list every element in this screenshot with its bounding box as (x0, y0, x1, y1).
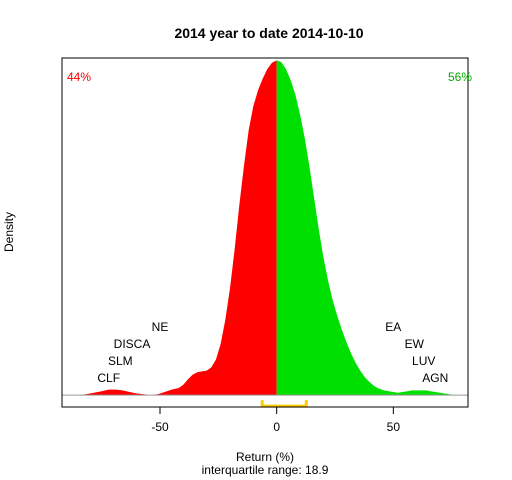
positive-density-area (276, 60, 454, 396)
ticker-label-right-ew: EW (405, 337, 425, 351)
chart-title: 2014 year to date 2014-10-10 (174, 25, 363, 41)
positive-percent-label: 56% (448, 70, 472, 84)
ticker-label-right-agn: AGN (422, 371, 448, 385)
ticker-label-left-slm: SLM (108, 354, 133, 368)
x-tick-label: 50 (387, 420, 401, 434)
y-axis-label: Density (2, 212, 16, 252)
ticker-label-left-disca: DISCA (114, 337, 151, 351)
negative-percent-label: 44% (67, 70, 91, 84)
plot-frame (61, 57, 469, 408)
x-axis-label: Return (%) (236, 450, 294, 464)
ticker-label-right-ea: EA (385, 320, 401, 334)
ticker-label-right-luv: LUV (412, 354, 435, 368)
x-axis: -50 0 50 (151, 407, 400, 434)
ticker-label-left-clf: CLF (97, 371, 120, 385)
ticker-label-left-ne: NE (152, 320, 169, 334)
negative-density-area (80, 60, 277, 396)
x-tick-label: -50 (151, 420, 169, 434)
iqr-subtitle: interquartile range: 18.9 (202, 463, 329, 477)
x-tick-label: 0 (273, 420, 280, 434)
iqr-bracket (260, 400, 308, 408)
